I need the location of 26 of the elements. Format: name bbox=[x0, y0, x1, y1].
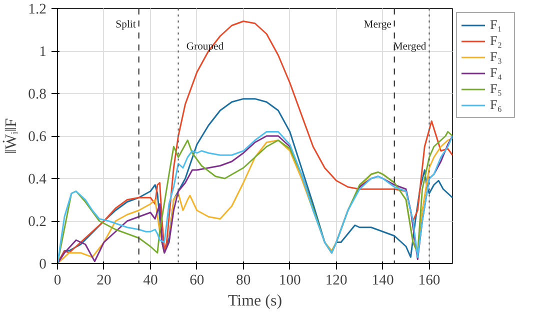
y-tick-label: 0 bbox=[39, 256, 46, 272]
x-tick-label: 20 bbox=[96, 272, 112, 288]
y-axis-title: ‖Ẇᵢ‖F bbox=[2, 118, 20, 154]
x-tick-label: 100 bbox=[278, 272, 301, 288]
y-tick-label: 0.8 bbox=[28, 86, 47, 102]
x-tick-label: 40 bbox=[143, 272, 158, 288]
x-tick-label: 160 bbox=[418, 272, 440, 288]
x-tick-label: 140 bbox=[372, 272, 394, 288]
ref-line-label: Merge bbox=[364, 20, 392, 30]
x-tick-label: 120 bbox=[325, 272, 348, 288]
y-tick-label: 1.2 bbox=[28, 2, 47, 18]
x-tick-label: 60 bbox=[190, 272, 204, 288]
legend-label: F₅ bbox=[490, 81, 504, 97]
y-tick-label: 1 bbox=[39, 44, 46, 60]
y-tick-label: 0.4 bbox=[28, 172, 48, 188]
legend-label: F₆ bbox=[490, 97, 504, 113]
y-tick-label: 0.6 bbox=[28, 129, 47, 145]
y-tick-label: 0.2 bbox=[28, 214, 47, 230]
legend-label: F₃ bbox=[490, 49, 504, 65]
legend-label: F₁ bbox=[490, 17, 504, 33]
legend-label: F₄ bbox=[490, 65, 504, 81]
x-axis-title: Time (s) bbox=[228, 292, 282, 310]
legend-label: F₂ bbox=[490, 33, 504, 49]
x-tick-label: 0 bbox=[54, 272, 62, 288]
x-tick-label: 80 bbox=[236, 272, 251, 288]
ref-line-label: Split bbox=[116, 20, 136, 30]
